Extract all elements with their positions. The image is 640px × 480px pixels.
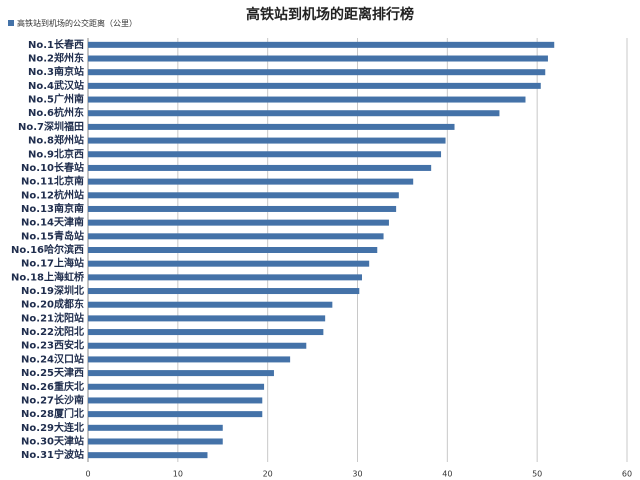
y-tick-label: No.30天津站 <box>21 434 84 447</box>
bar <box>88 192 399 199</box>
bar <box>88 301 333 308</box>
bar <box>88 383 265 390</box>
bar <box>88 55 548 62</box>
bar <box>88 315 326 322</box>
y-tick-label: No.31宁波站 <box>21 448 84 461</box>
y-tick-label: No.15青岛站 <box>21 229 84 242</box>
bar <box>88 329 324 336</box>
y-tick-label: No.19深圳北 <box>21 284 84 297</box>
y-tick-label: No.13南京南 <box>21 202 84 215</box>
y-tick-label: No.28厦门北 <box>21 407 84 420</box>
y-tick-label: No.10长春站 <box>21 161 84 174</box>
y-tick-label: No.21沈阳站 <box>21 311 84 324</box>
bar <box>88 288 360 295</box>
y-tick-label: No.11北京南 <box>21 175 84 188</box>
x-tick-label: 10 <box>173 470 183 479</box>
bar <box>88 69 546 76</box>
bar <box>88 411 263 418</box>
y-tick-label: No.17上海站 <box>21 257 84 270</box>
y-tick-label: No.14天津南 <box>21 216 84 229</box>
y-tick-label: No.16哈尔滨西 <box>11 243 84 256</box>
bar <box>88 41 555 48</box>
y-tick-label: No.29大连北 <box>21 421 84 434</box>
legend-swatch <box>8 20 14 26</box>
bar <box>88 424 223 431</box>
y-tick-label: No.25天津西 <box>21 366 84 379</box>
bar <box>88 123 455 130</box>
bar <box>88 438 223 445</box>
y-tick-label: No.5广州南 <box>28 93 84 106</box>
y-tick-label: No.26重庆北 <box>21 380 84 393</box>
bar <box>88 356 291 363</box>
y-tick-label: No.23西安北 <box>21 339 84 352</box>
bar <box>88 205 397 212</box>
bar <box>88 342 307 349</box>
y-tick-label: No.22沈阳北 <box>21 325 84 338</box>
bar <box>88 96 526 103</box>
y-tick-label: No.20成都东 <box>21 298 84 311</box>
y-tick-label: No.27长沙南 <box>21 393 84 406</box>
x-tick-label: 0 <box>85 470 90 479</box>
bar <box>88 219 389 226</box>
x-tick-label: 40 <box>442 470 452 479</box>
y-tick-label: No.12杭州站 <box>21 188 84 201</box>
bar <box>88 178 414 185</box>
y-tick-label: No.3南京站 <box>28 65 84 78</box>
y-tick-label: No.4武汉站 <box>28 79 84 92</box>
y-tick-label: No.6杭州东 <box>28 106 84 119</box>
y-tick-label: No.1长春西 <box>28 38 84 51</box>
bar <box>88 110 500 117</box>
y-tick-label: No.24汉口站 <box>21 352 84 365</box>
chart-title: 高铁站到机场的距离排行榜 <box>246 6 414 23</box>
bar <box>88 274 362 281</box>
bar <box>88 370 274 377</box>
bar <box>88 247 378 253</box>
x-tick-label: 50 <box>532 470 542 479</box>
y-tick-label: No.2郑州东 <box>28 52 84 65</box>
y-tick-label: No.8郑州站 <box>28 134 84 147</box>
bar <box>88 452 208 459</box>
bar <box>88 151 442 158</box>
y-tick-label: No.9北京西 <box>28 147 84 160</box>
bar <box>88 260 370 267</box>
bar <box>88 397 263 404</box>
x-tick-label: 60 <box>622 470 632 479</box>
legend-label: 高铁站到机场的公交距离（公里） <box>17 18 137 28</box>
y-tick-label: No.18上海虹桥 <box>11 270 85 283</box>
bar <box>88 164 432 171</box>
bar <box>88 82 541 89</box>
y-tick-label: No.7深圳福田 <box>18 120 84 133</box>
bar <box>88 137 446 144</box>
x-tick-label: 30 <box>352 470 362 479</box>
x-tick-label: 20 <box>263 470 273 479</box>
bar <box>88 233 384 240</box>
